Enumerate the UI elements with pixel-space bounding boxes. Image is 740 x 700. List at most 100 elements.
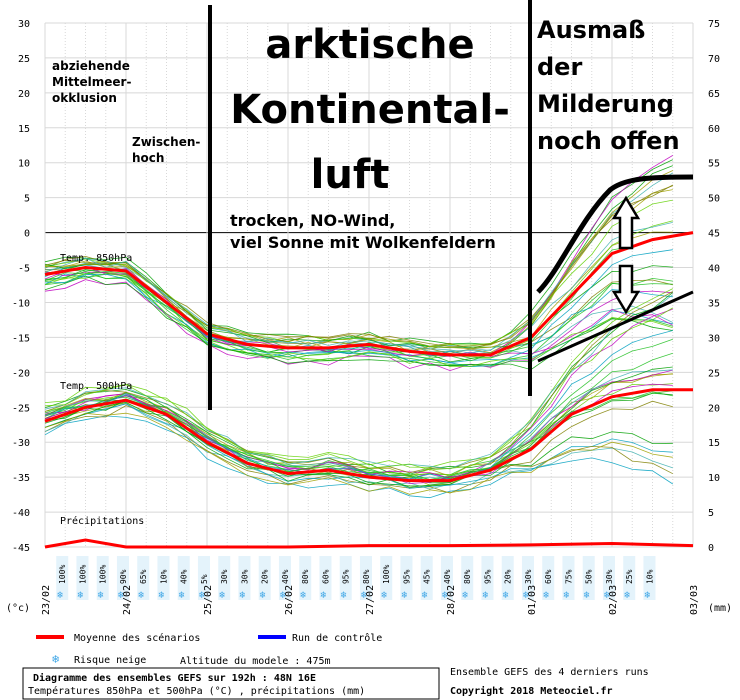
snow-risk-cell <box>440 556 453 600</box>
panel-label-precip: Précipitations <box>60 515 144 527</box>
left-tick-label: 20 <box>18 89 30 100</box>
left-tick-label: 10 <box>18 159 30 170</box>
snowflake-icon: ❄ <box>199 590 206 601</box>
left-tick-label: -30 <box>12 438 30 449</box>
snow-risk-value: 25% <box>625 569 634 584</box>
legend-mean-label: Moyenne des scénarios <box>74 632 200 644</box>
panel-label-t850: Temp. 850hPa <box>60 253 132 264</box>
snow-risk-cell <box>602 556 615 600</box>
ensemble-members <box>44 155 674 499</box>
ensemble-member-line <box>44 366 673 487</box>
snow-risk-value: 95% <box>483 569 492 584</box>
left-tick-label: -45 <box>12 543 30 554</box>
snow-risk-value: 5% <box>200 574 209 584</box>
snow-risk-value: 90% <box>119 569 128 584</box>
snow-risk-value: 45% <box>423 569 432 584</box>
snow-risk-value: 30% <box>524 569 533 584</box>
ensemble-member-line <box>44 403 674 489</box>
ensemble-member-line <box>44 222 673 354</box>
ensemble-member-line <box>44 291 673 474</box>
snow-risk-value: 30% <box>220 569 229 584</box>
ensemble-member-line <box>44 415 673 499</box>
snow-risk-value: 10% <box>645 569 654 584</box>
ensemble-member-line <box>44 263 673 354</box>
snowflake-icon: ❄ <box>341 590 348 601</box>
snowflake-icon: ❄ <box>138 590 145 601</box>
snowflake-icon: ❄ <box>361 590 368 601</box>
right-tick-label: 5 <box>708 508 714 519</box>
snow-risk-cell <box>177 556 190 600</box>
snow-risk-cell <box>238 556 251 600</box>
ensemble-member-line <box>44 249 673 368</box>
snow-risk-value: 50% <box>585 569 594 584</box>
arrow-up-icon <box>611 195 641 250</box>
snow-risk-value: 80% <box>463 569 472 584</box>
snow-risk-value: 40% <box>443 569 452 584</box>
snowflake-icon: ❄ <box>239 590 246 601</box>
snowflake-icon: ❄ <box>320 590 327 601</box>
model-altitude: Altitude du modele : 475m <box>180 656 331 667</box>
x-tick-label: 01/03 <box>527 585 538 615</box>
snow-risk-cell <box>420 556 433 600</box>
legend-snow-label: Risque neige <box>74 655 146 666</box>
snow-risk-value: 30% <box>605 569 614 584</box>
snow-risk-cell <box>359 556 372 600</box>
x-tick-label: 25/02 <box>203 585 214 615</box>
snow-risk-cell <box>400 556 413 600</box>
snow-risk-cell <box>582 556 595 600</box>
snow-risk-value: 75% <box>564 569 573 584</box>
left-tick-label: -20 <box>12 368 30 379</box>
ensemble-member-line <box>44 159 673 346</box>
snow-risk-row: 100% ❄ 100% ❄ 100% ❄ 90% ❄ 65% ❄ 10% ❄ 40% ❄ 5% ❄ 30% ❄ 30… <box>56 556 656 601</box>
snow-risk-cell <box>278 556 291 600</box>
snow-risk-cell <box>461 556 474 600</box>
right-tick-label: 45 <box>708 229 720 240</box>
ensemble-member-line <box>44 273 673 368</box>
x-tick-label: 03/03 <box>689 585 700 615</box>
annotations: abziehende Mittelmeer-okklusionZwischen-h… <box>52 0 694 410</box>
snow-risk-value: 100% <box>78 565 87 584</box>
snowflake-icon: ❄ <box>158 590 165 601</box>
x-tick-label: 23/02 <box>41 585 52 615</box>
envelope-lower-line <box>537 290 694 363</box>
snow-risk-value: 20% <box>261 569 270 584</box>
left-tick-label: -40 <box>12 508 30 519</box>
left-tick-label: -25 <box>12 403 30 414</box>
right-tick-label: 70 <box>708 54 720 65</box>
annotation-text: trocken, NO-Wind, viel Sonne mit Wolkenfe… <box>230 211 496 252</box>
ensemble-member-line <box>44 261 673 349</box>
snow-risk-value: 100% <box>58 565 67 584</box>
annotation-text: Zwischen-hoch <box>132 135 200 165</box>
right-tick-label: 0 <box>708 543 714 554</box>
snow-risk-cell <box>501 556 514 600</box>
x-tick-label: 24/02 <box>122 585 133 615</box>
right-tick-label: 60 <box>708 124 720 135</box>
ensemble-member-line <box>44 288 673 468</box>
ensemble-member-line <box>44 307 674 471</box>
snowflake-icon: ❄ <box>219 590 226 601</box>
right-tick-label: 10 <box>708 473 720 484</box>
ensemble-member-line <box>44 403 673 490</box>
snow-risk-cell <box>96 556 109 600</box>
mean-lines <box>44 231 694 549</box>
legend-control-label: Run de contrôle <box>292 632 382 644</box>
snow-risk-cell <box>157 556 170 600</box>
snowflake-icon: ❄ <box>422 590 429 601</box>
annotation-text: arktische Kontinental-luft <box>230 22 510 198</box>
x-tick-label: 27/02 <box>365 585 376 615</box>
snow-risk-value: 65% <box>139 569 148 584</box>
snow-risk-value: 30% <box>240 569 249 584</box>
axis-labels: 302520151050-5-10-15-20-25-30-35-40-4575… <box>12 19 720 615</box>
snow-risk-value: 40% <box>281 569 290 584</box>
snow-risk-cell <box>197 556 210 600</box>
arrow-down-icon <box>611 264 641 315</box>
snow-risk-value: 60% <box>544 569 553 584</box>
ensemble-note: Ensemble GEFS des 4 derniers runs <box>450 667 649 678</box>
ensemble-member-line <box>44 399 673 488</box>
snowflake-icon: ❄ <box>98 590 105 601</box>
left-tick-label: -5 <box>18 264 30 275</box>
snow-risk-cell <box>76 556 89 600</box>
right-tick-label: 35 <box>708 298 720 309</box>
snowflake-icon: ❄ <box>604 590 611 601</box>
snowflake-icon: ❄ <box>462 590 469 601</box>
